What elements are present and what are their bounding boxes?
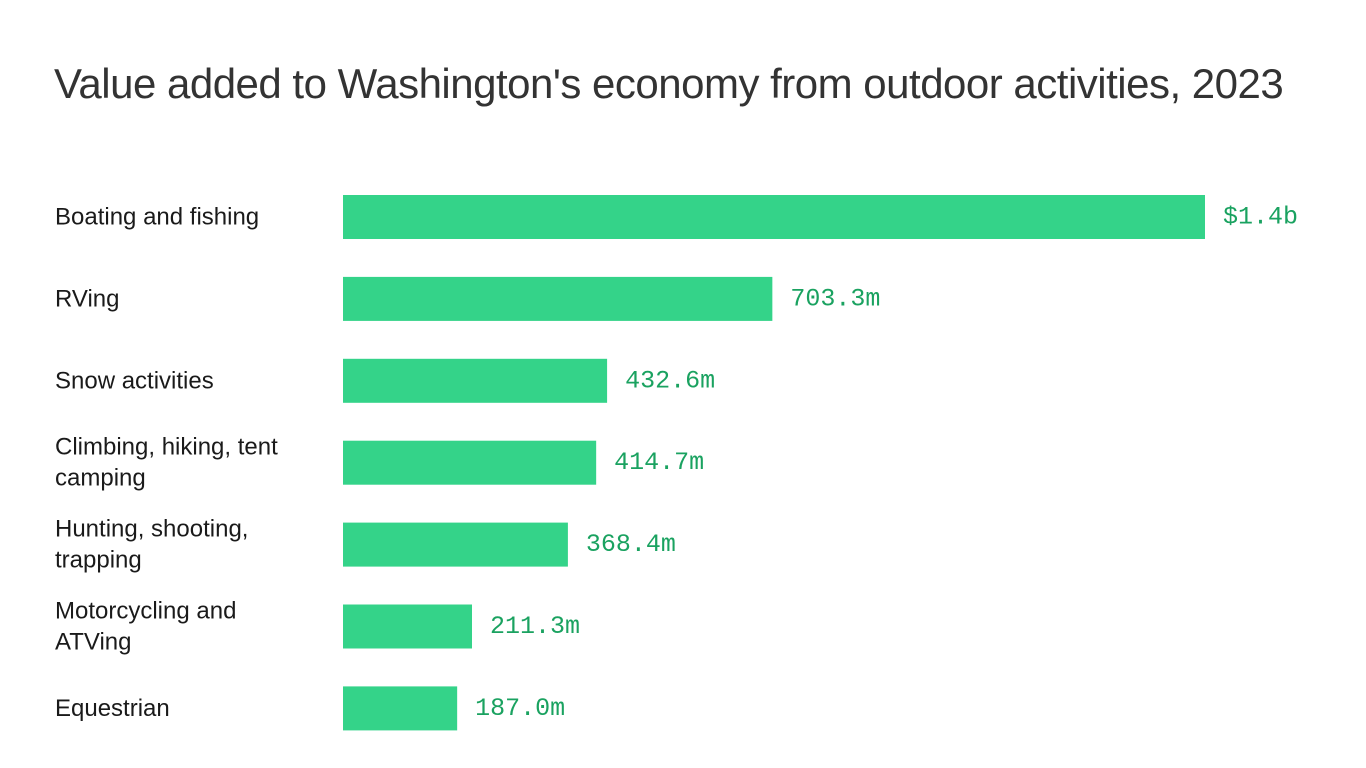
category-label-2: Snow activities: [55, 367, 214, 394]
value-label-1: 703.3m: [790, 284, 880, 313]
bar-2: [343, 358, 608, 403]
value-label-2: 432.6m: [625, 366, 715, 395]
bar-4: [343, 522, 568, 567]
chart-title: Value added to Washington's economy from…: [54, 60, 1284, 107]
category-label-1: RVing: [55, 285, 120, 312]
bar-1: [343, 276, 773, 321]
value-label-4: 368.4m: [586, 530, 676, 559]
category-label-5: Motorcycling and ATVing: [55, 598, 236, 656]
value-label-0: $1.4b: [1223, 203, 1298, 232]
bar-5: [343, 604, 472, 649]
category-label-3: Climbing, hiking, tent camping: [55, 434, 278, 492]
category-label-0: Boating and fishing: [55, 204, 259, 231]
category-label-4: Hunting, shooting, trapping: [55, 516, 248, 574]
category-label-6: Equestrian: [55, 695, 170, 722]
value-label-3: 414.7m: [614, 448, 704, 477]
bar-0: [343, 195, 1205, 239]
bar-3: [343, 440, 597, 485]
bar-6: [343, 686, 458, 731]
value-label-5: 211.3m: [490, 612, 580, 641]
value-label-6: 187.0m: [475, 694, 565, 723]
